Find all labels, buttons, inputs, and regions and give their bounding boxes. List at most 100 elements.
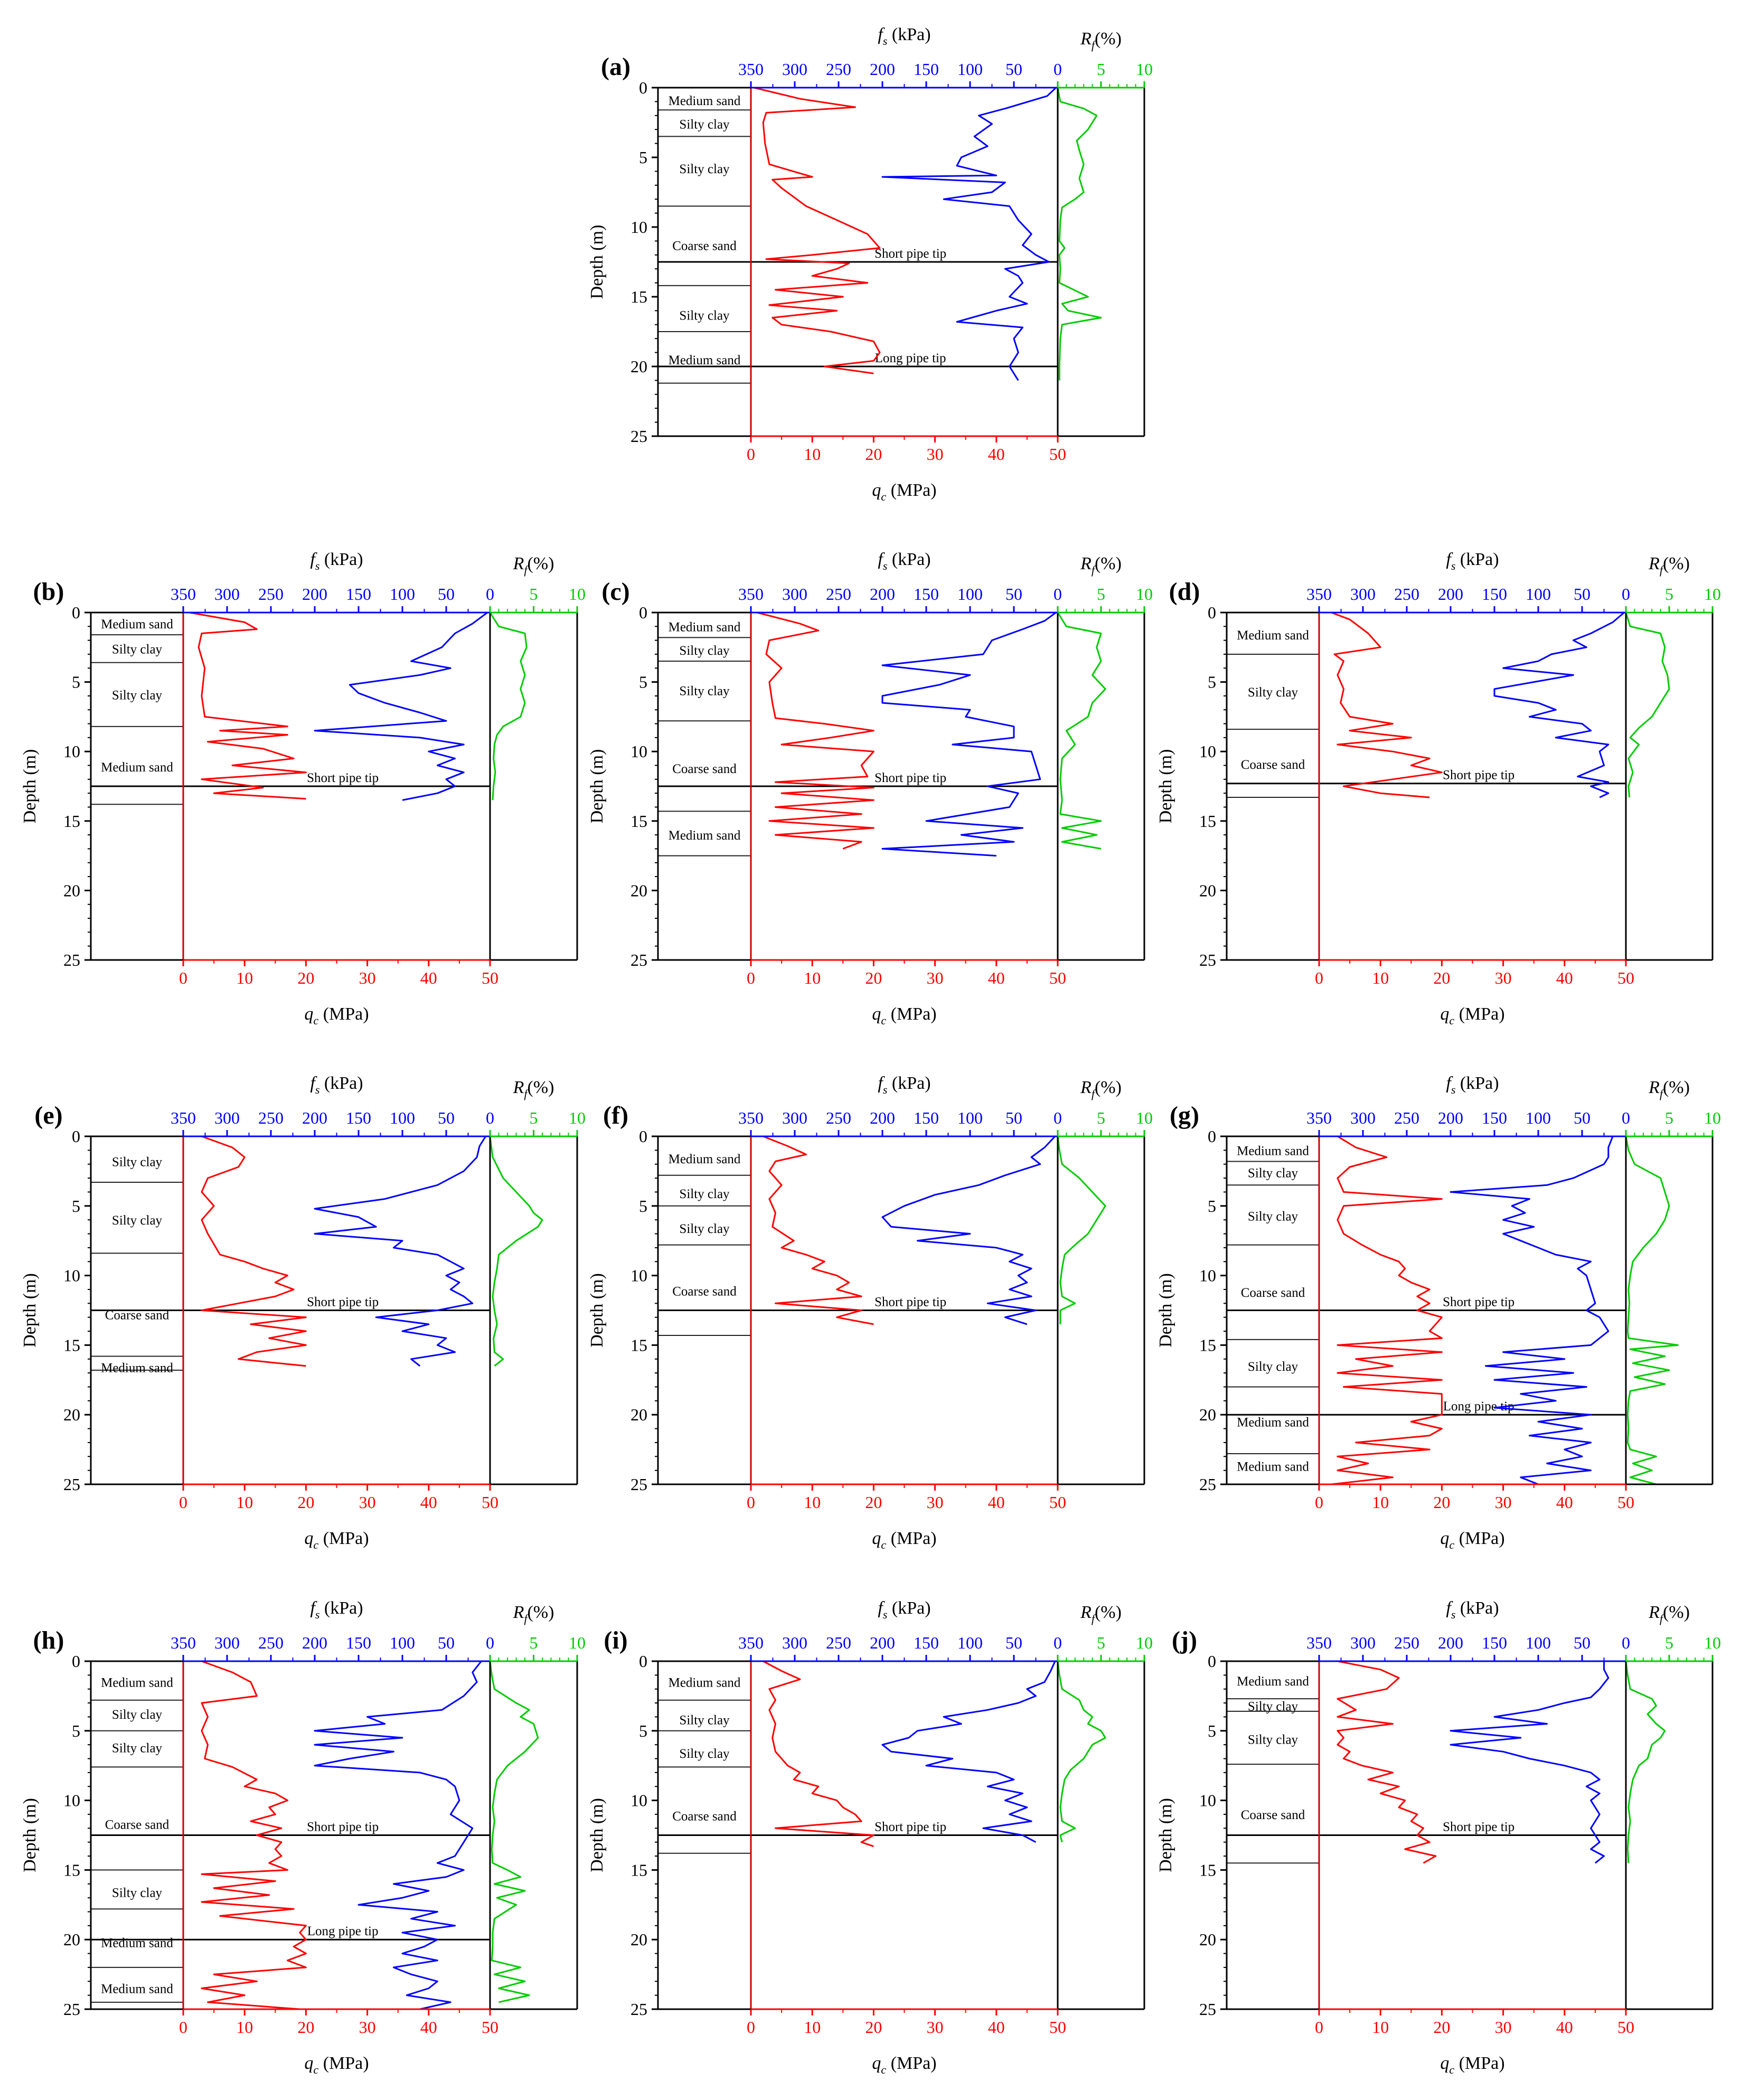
layer-label: Medium sand [1237, 1415, 1309, 1429]
depth-tick-label: 25 [63, 1475, 80, 1494]
fs-series-line [881, 87, 1057, 381]
pipe-tip-label: Short pipe tip [1443, 1295, 1514, 1310]
layer-label: Coarse sand [672, 762, 737, 776]
fs-tick-label: 300 [1350, 1633, 1376, 1652]
qc-unit: (MPa) [886, 1529, 936, 1548]
fs-tick-label: 100 [957, 585, 983, 604]
fs-tick-label: 250 [258, 1633, 284, 1652]
rf-symbol: R [513, 1078, 524, 1097]
fs-tick-label: 0 [486, 1108, 494, 1127]
qc-symbol: q [1440, 2054, 1449, 2073]
qc-axis-title: qc (MPa) [1440, 1529, 1504, 1551]
fs-tick-label: 250 [826, 585, 851, 604]
qc-tick-label: 30 [927, 968, 944, 987]
qc-tick-label: 50 [1049, 968, 1066, 987]
layer-label: Silty clay [112, 1155, 163, 1169]
qc-tick-label: 20 [865, 445, 882, 464]
layer-label: Coarse sand [672, 239, 737, 253]
qc-axis-title: qc (MPa) [304, 2054, 369, 2076]
rf-tick-label: 10 [1704, 1108, 1721, 1127]
depth-axis-title: Depth (m) [20, 1798, 40, 1872]
fs-axis-title: fs (kPa) [1446, 1598, 1499, 1621]
depth-tick-label: 20 [1199, 881, 1216, 900]
fs-unit: (kPa) [319, 1598, 363, 1618]
layer-label: Medium sand [101, 1676, 173, 1690]
qc-tick-label: 20 [1433, 1493, 1450, 1512]
fs-subscript: s [883, 1608, 888, 1621]
fs-axis-title: fs (kPa) [1446, 1073, 1499, 1096]
fs-tick-label: 300 [782, 585, 807, 604]
layer-label: Medium sand [669, 620, 741, 634]
qc-unit: (MPa) [1454, 1004, 1504, 1024]
fs-tick-label: 350 [1306, 1108, 1332, 1127]
depth-axis-title: Depth (m) [587, 1273, 607, 1348]
depth-tick-label: 20 [631, 1930, 647, 1949]
fs-series-line [881, 1135, 1056, 1325]
fs-series-line [1450, 1136, 1614, 1485]
fs-tick-label: 150 [914, 585, 939, 604]
qc-tick-label: 0 [1315, 1493, 1323, 1512]
fs-unit: (kPa) [319, 1073, 363, 1093]
qc-series-line [201, 1660, 307, 2010]
fs-tick-label: 150 [914, 1633, 939, 1652]
qc-tick-label: 20 [1433, 2018, 1450, 2037]
depth-tick-label: 15 [631, 1860, 647, 1879]
pipe-tip-label: Short pipe tip [874, 771, 946, 785]
qc-tick-label: 30 [927, 1493, 944, 1512]
fs-subscript: s [315, 559, 320, 572]
rf-subscript: f [524, 1087, 529, 1100]
layer-label: Silty clay [112, 1708, 163, 1722]
pipe-tip-label: Short pipe tip [1443, 768, 1514, 783]
rf-symbol: R [1648, 1078, 1660, 1097]
qc-tick-label: 10 [804, 1493, 821, 1512]
fs-tick-label: 100 [390, 1108, 415, 1127]
depth-tick-label: 25 [631, 2000, 647, 2019]
rf-unit: (%) [527, 554, 554, 573]
layer-label: Silty clay [679, 684, 730, 698]
depth-tick-label: 0 [639, 603, 647, 622]
depth-tick-label: 20 [63, 1930, 80, 1949]
fs-series-line [314, 611, 488, 801]
rf-unit: (%) [1095, 1078, 1122, 1097]
qc-axis-title: qc (MPa) [872, 1529, 936, 1551]
qc-tick-label: 40 [1556, 968, 1573, 987]
fs-axis-title: fs (kPa) [310, 1598, 363, 1621]
qc-tick-label: 30 [1495, 2018, 1512, 2037]
rf-series-line [1057, 612, 1106, 850]
qc-tick-label: 50 [1049, 445, 1066, 464]
fs-tick-label: 200 [302, 1633, 327, 1652]
qc-subscript: c [313, 1538, 318, 1551]
panel-label: (e) [34, 1101, 62, 1129]
fs-tick-label: 100 [1526, 1633, 1551, 1652]
fs-tick-label: 200 [1438, 1633, 1463, 1652]
qc-tick-label: 50 [1049, 2018, 1066, 2037]
fs-series-line [881, 1661, 1056, 1843]
fs-tick-label: 250 [826, 1108, 851, 1127]
fs-tick-label: 150 [346, 1108, 371, 1127]
rf-series-line [489, 612, 528, 801]
qc-tick-label: 30 [359, 1493, 376, 1512]
qc-tick-label: 10 [804, 968, 821, 987]
fs-tick-label: 350 [738, 1108, 764, 1127]
layer-label: Silty clay [679, 1713, 730, 1728]
layer-label: Silty clay [679, 308, 730, 323]
depth-tick-label: 20 [1199, 1930, 1216, 1949]
layer-label: Medium sand [669, 1152, 741, 1166]
layer-label: Medium sand [101, 617, 173, 632]
qc-tick-label: 30 [1495, 968, 1512, 987]
fs-tick-label: 0 [486, 585, 494, 604]
qc-symbol: q [872, 2054, 881, 2073]
panel-label: (c) [601, 578, 629, 606]
rf-unit: (%) [1663, 554, 1690, 573]
layer-label: Silty clay [679, 1222, 730, 1236]
qc-symbol: q [304, 1529, 313, 1548]
panel-g: Medium sand Silty clay Silty clay Coarse sa… [1156, 1073, 1721, 1551]
panel-c: Medium sand Silty clay Silty clay Coarse sa… [587, 550, 1153, 1027]
fs-tick-label: 100 [1526, 1108, 1551, 1127]
layer-label: Silty clay [1248, 1209, 1299, 1223]
fs-tick-label: 300 [782, 1108, 807, 1127]
rf-unit: (%) [527, 1603, 554, 1622]
panel-i: Medium sand Silty clay Silty clay Coarse sa… [587, 1598, 1153, 2076]
panel-label: (a) [601, 53, 631, 81]
